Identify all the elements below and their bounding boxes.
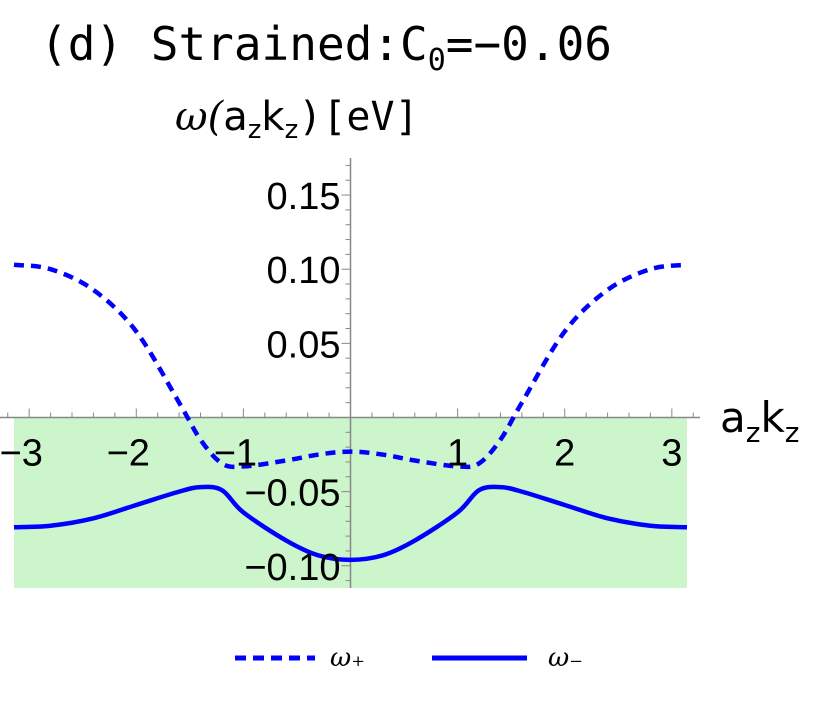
- title-suffix: =−0.06: [446, 17, 612, 71]
- y-tick-label: 0.10: [267, 250, 341, 292]
- y-tick-label: −0.10: [244, 547, 340, 589]
- x-tick-label: 1: [447, 432, 468, 474]
- y-axis-label: ω(azkz)[eV]: [175, 94, 419, 145]
- chart-title: (d) Strained:C0=−0.06: [40, 17, 612, 78]
- xlabel-k: k: [760, 393, 785, 442]
- legend-label-plus: ω₊: [330, 643, 365, 673]
- y-tick-label: 0.15: [267, 176, 341, 218]
- legend: ω₊ ω₋: [235, 643, 583, 673]
- x-tick-label: −3: [0, 432, 43, 474]
- x-tick-label: 2: [554, 432, 575, 474]
- ylabel-prefix: ω(: [175, 94, 225, 140]
- series-omega-minus: [13, 484, 688, 563]
- x-tick-label: −2: [107, 432, 150, 474]
- ylabel-k: k: [261, 94, 285, 140]
- ylabel-sub-2: z: [285, 115, 299, 145]
- y-minor-ticks: [341, 164, 351, 582]
- ylabel-a: a: [223, 94, 248, 140]
- x-minor-ticks: [7, 408, 694, 418]
- xlabel-a: a: [720, 393, 746, 442]
- title-subscript: 0: [428, 43, 446, 78]
- ylabel-suffix: )[eV]: [298, 94, 418, 140]
- xlabel-sub-2: z: [785, 416, 800, 449]
- x-tick-labels: −3 −2 −1 1 2 3: [0, 432, 682, 474]
- series-omega-plus: [13, 262, 688, 470]
- legend-label-minus: ω₋: [548, 643, 583, 673]
- y-tick-label: −0.05: [244, 473, 340, 515]
- x-axis-label: azkz: [720, 393, 799, 449]
- xlabel-sub-1: z: [746, 416, 761, 449]
- ylabel-sub-1: z: [248, 115, 262, 145]
- x-tick-label: −1: [214, 432, 257, 474]
- y-tick-label: 0.05: [267, 324, 341, 366]
- y-tick-labels: 0.15 0.10 0.05 −0.05 −0.10: [244, 176, 340, 589]
- x-tick-label: 3: [661, 432, 682, 474]
- title-main: (d) Strained:C: [40, 17, 428, 71]
